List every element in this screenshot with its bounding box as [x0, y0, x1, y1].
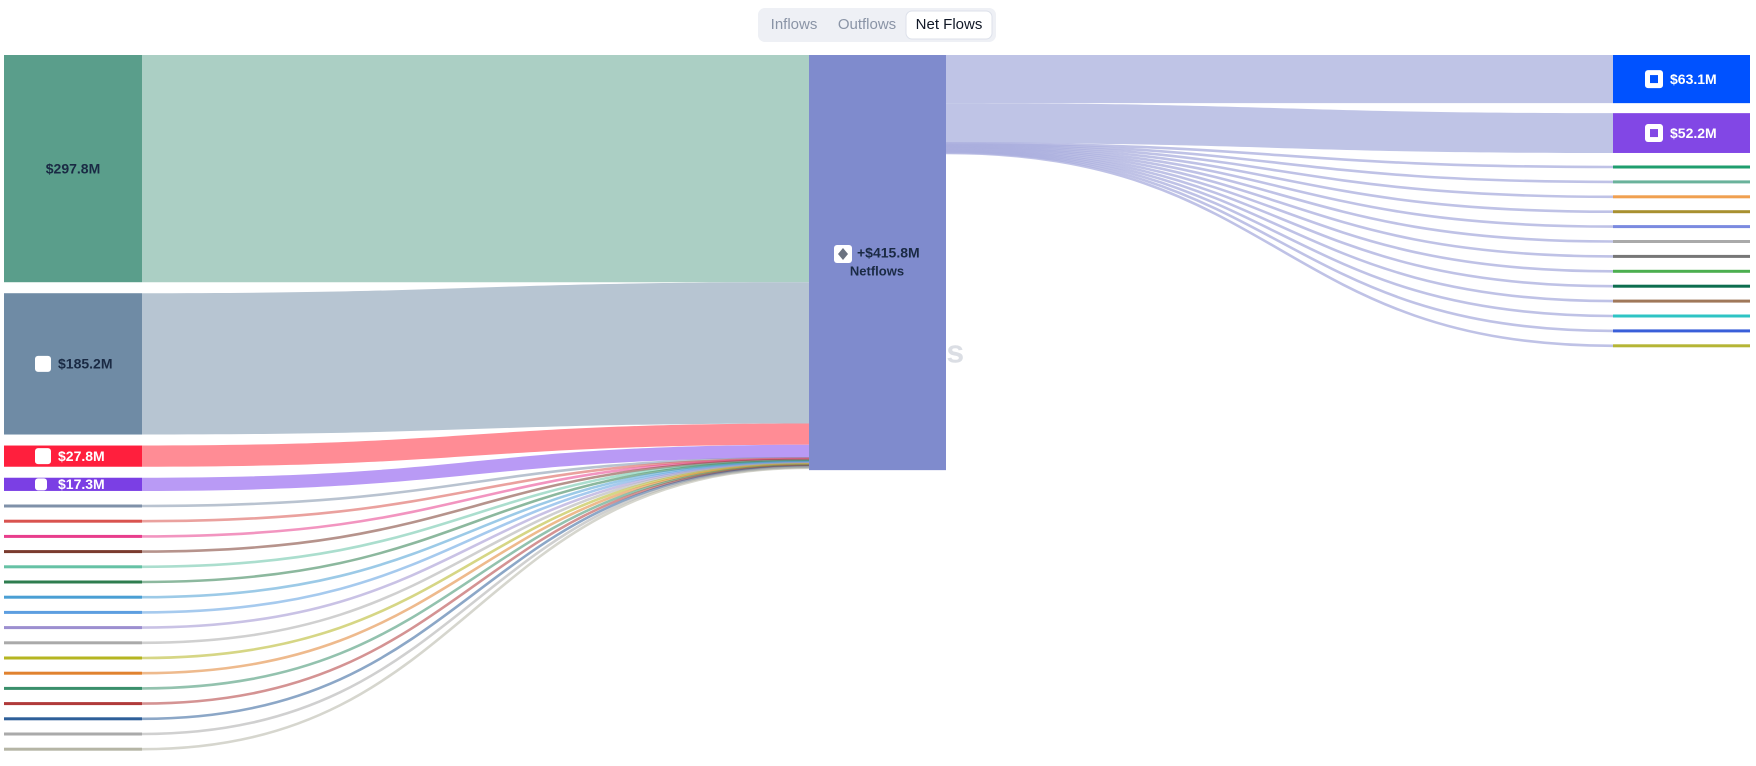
minor-source-node	[4, 717, 142, 721]
minor-flow	[141, 465, 810, 721]
minor-target-node	[1613, 254, 1750, 258]
minor-target-node	[1613, 195, 1750, 199]
minor-flow	[141, 463, 810, 675]
source-node	[4, 293, 142, 435]
minor-source-node	[4, 534, 142, 538]
source-node	[4, 55, 142, 283]
minor-flow	[945, 150, 1614, 333]
minor-flow	[945, 148, 1614, 288]
minor-flow	[141, 457, 810, 523]
tab[interactable]: Net Flows	[916, 16, 983, 33]
minor-flow	[141, 460, 810, 599]
eth-icon	[838, 248, 848, 260]
minor-source-node	[4, 580, 142, 584]
minor-flow	[945, 144, 1614, 213]
source-label: $17.3M	[58, 476, 105, 492]
minor-target-node	[1613, 329, 1750, 333]
minor-target-node	[1613, 180, 1750, 184]
minor-target-node	[1613, 314, 1750, 318]
tab[interactable]: Outflows	[838, 16, 896, 33]
source-icon	[35, 448, 51, 465]
minor-flow	[141, 464, 810, 690]
minor-flow	[945, 149, 1614, 303]
minor-flow	[141, 456, 810, 508]
flow	[142, 55, 809, 283]
tabs: Inflows Outflows Net Flows	[771, 10, 993, 40]
minor-target-node	[1613, 344, 1750, 348]
center-label: +$415.8M	[857, 245, 920, 261]
minor-flow	[141, 461, 810, 614]
target-node	[1613, 113, 1750, 153]
minor-target-node	[1613, 240, 1750, 243]
target-label: $63.1M	[1670, 71, 1717, 87]
minor-source-node	[4, 519, 142, 523]
minor-source-node	[4, 504, 142, 508]
minor-flow	[945, 142, 1614, 169]
minor-flow	[141, 466, 810, 751]
minor-flow	[945, 142, 1614, 184]
target-icon-inner	[1650, 75, 1658, 84]
minor-flow	[945, 146, 1614, 258]
center-node	[809, 55, 946, 471]
minor-flow	[945, 145, 1614, 228]
minor-flow	[141, 459, 810, 569]
minor-flow	[141, 459, 810, 584]
flow	[946, 103, 1613, 153]
minor-flow	[141, 465, 810, 736]
minor-target-node	[1613, 165, 1750, 169]
nodes: $297.8M $185.2M $27.8M $17.3M +$415.8M Netflo…	[4, 55, 1750, 751]
minor-target-node	[1613, 284, 1750, 288]
minor-flow	[945, 150, 1614, 318]
flow	[142, 282, 809, 435]
target-icon-inner	[1650, 129, 1658, 138]
minor-source-node	[4, 641, 142, 645]
minor-source-node	[4, 686, 142, 690]
flow	[946, 55, 1613, 104]
source-icon	[35, 478, 47, 491]
target-node	[1613, 55, 1750, 104]
tab-active-bg	[905, 10, 993, 40]
minor-source-node	[4, 595, 142, 599]
minor-flow	[945, 143, 1614, 199]
minor-source-node	[4, 610, 142, 614]
minor-flow	[141, 461, 810, 629]
source-icon	[35, 355, 51, 372]
minor-source-node	[4, 702, 142, 706]
minor-flow	[945, 147, 1614, 273]
minor-flow	[141, 458, 810, 538]
source-label: $185.2M	[58, 356, 112, 372]
target-label: $52.2M	[1670, 125, 1717, 141]
minor-target-node	[1613, 269, 1750, 273]
minor-source-node	[4, 732, 142, 736]
flow	[142, 444, 809, 491]
minor-source-node	[4, 565, 142, 569]
center-sublabel: Netflows	[850, 263, 904, 278]
minor-source-node	[4, 550, 142, 554]
minor-flow	[945, 146, 1614, 243]
tab[interactable]: Inflows	[771, 16, 818, 33]
minor-source-node	[4, 747, 142, 751]
minor-flow	[141, 462, 810, 660]
minor-flow	[141, 462, 810, 645]
minor-flow	[945, 151, 1614, 348]
minor-source-node	[4, 656, 142, 660]
source-label: $297.8M	[46, 160, 100, 176]
minor-source-node	[4, 671, 142, 675]
minor-target-node	[1613, 299, 1750, 303]
minor-source-node	[4, 626, 142, 630]
flow	[142, 423, 809, 467]
minor-target-node	[1613, 225, 1750, 229]
source-label: $27.8M	[58, 448, 105, 464]
minor-flow	[141, 458, 810, 553]
minor-target-node	[1613, 210, 1750, 214]
minor-flow	[141, 464, 810, 705]
